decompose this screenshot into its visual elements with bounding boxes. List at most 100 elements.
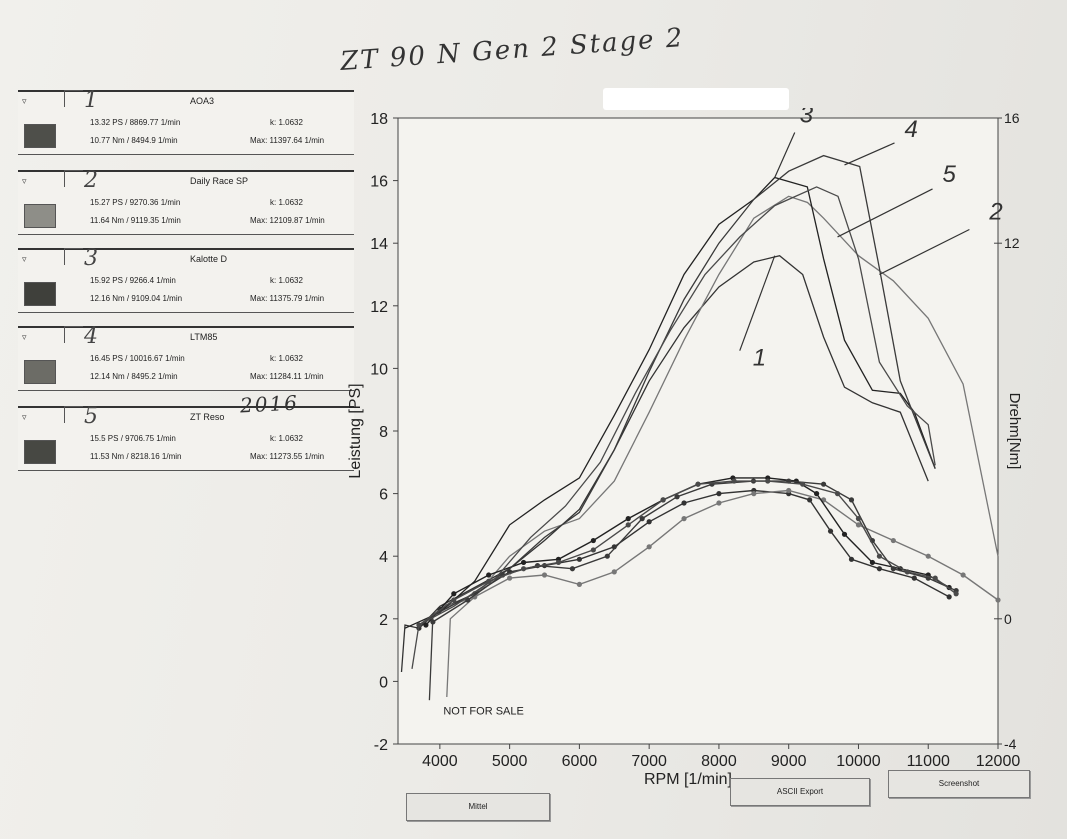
torque-point-series-1 xyxy=(681,500,687,506)
y-tick-label: 4 xyxy=(379,549,388,566)
run-color-swatch[interactable] xyxy=(24,440,56,464)
dyno-chart: 4000 5000 6000 7000 8000 9000 10000 11000 12000-… xyxy=(347,108,1023,788)
expand-triangle-icon[interactable]: ▿ xyxy=(22,254,27,264)
run-number: 3 xyxy=(84,246,98,271)
torque-point-series-2 xyxy=(786,487,792,494)
run-number-box xyxy=(64,326,83,343)
y2-tick-label: 12 xyxy=(1004,235,1020,251)
run-color-swatch[interactable] xyxy=(24,360,56,384)
handwritten-year: 2016 xyxy=(239,390,300,418)
torque-point-series-5 xyxy=(590,547,596,553)
torque-point-series-5 xyxy=(953,591,959,597)
chart-annotation: NOT FOR SALE xyxy=(443,705,523,717)
series-label-leader xyxy=(844,142,895,166)
series-label: 5 xyxy=(943,161,957,188)
y-tick-label: -2 xyxy=(374,737,388,754)
run-name: Kalotte D xyxy=(190,254,228,264)
torque-point-series-2 xyxy=(611,569,617,575)
run-max-power: 13.32 PS / 8869.77 1/min xyxy=(90,118,181,127)
torque-point-series-5 xyxy=(625,522,631,528)
run-panel[interactable]: ▿ 4 LTM85 16.45 PS / 10016.67 1/min 12.14 Nm… xyxy=(18,324,354,391)
x-tick-label: 4000 xyxy=(422,753,458,770)
y2-tick-label: -4 xyxy=(1004,736,1017,752)
x-tick-label: 12000 xyxy=(976,753,1021,770)
run-k-factor: k: 1.0632 xyxy=(270,118,303,127)
x-axis-label: RPM [1/min] xyxy=(644,771,732,788)
run-panel[interactable]: ▿ 2 Daily Race SP 15.27 PS / 9270.36 1/min 1… xyxy=(18,168,354,235)
y-tick-label: 2 xyxy=(379,612,388,629)
torque-point-series-1 xyxy=(946,594,952,600)
run-color-swatch[interactable] xyxy=(24,282,56,306)
power-line-series-3 xyxy=(404,176,936,629)
torque-point-series-3 xyxy=(451,591,457,597)
torque-point-series-2 xyxy=(646,544,652,550)
torque-point-series-2 xyxy=(507,575,513,581)
torque-point-series-4 xyxy=(674,494,680,500)
expand-triangle-icon[interactable]: ▿ xyxy=(22,332,27,342)
run-panel[interactable]: ▿ 3 Kalotte D 15.92 PS / 9266.4 1/min 12.16 … xyxy=(18,246,354,313)
series-label-leader xyxy=(837,188,933,238)
y-tick-label: 12 xyxy=(370,299,388,316)
torque-point-series-2 xyxy=(681,516,687,522)
screenshot-button[interactable]: Screenshot xyxy=(888,770,1030,798)
run-max-torque: 11.53 Nm / 8218.16 1/min xyxy=(90,452,182,461)
torque-point-series-3 xyxy=(423,622,429,628)
series-label: 2 xyxy=(988,199,1002,226)
run-k-factor: k: 1.0632 xyxy=(270,198,303,207)
torque-point-series-3 xyxy=(841,531,848,537)
run-color-swatch[interactable] xyxy=(24,204,56,228)
torque-point-series-5 xyxy=(520,566,527,572)
run-k-factor: k: 1.0632 xyxy=(270,354,303,363)
x-tick-label: 10000 xyxy=(836,753,881,770)
run-color-swatch[interactable] xyxy=(24,124,56,148)
torque-point-series-1 xyxy=(646,519,652,525)
y-tick-label: 6 xyxy=(379,487,388,504)
run-max-rpm: Max: 12109.87 1/min xyxy=(250,216,325,225)
y2-axis-label: Drehm[Nm] xyxy=(1006,393,1023,470)
expand-triangle-icon[interactable]: ▿ xyxy=(22,412,27,422)
x-tick-label: 6000 xyxy=(562,753,598,770)
run-max-torque: 10.77 Nm / 8494.9 1/min xyxy=(90,136,178,145)
run-max-rpm: Max: 11284.11 1/min xyxy=(250,372,324,381)
torque-point-series-4 xyxy=(639,516,645,522)
torque-point-series-5 xyxy=(731,478,737,484)
torque-point-series-5 xyxy=(765,478,771,484)
run-max-power: 15.5 PS / 9706.75 1/min xyxy=(90,434,176,443)
torque-point-series-4 xyxy=(820,481,827,487)
torque-point-series-3 xyxy=(486,572,492,578)
y-tick-label: 10 xyxy=(370,361,388,378)
torque-point-series-5 xyxy=(555,559,562,566)
y-tick-label: 16 xyxy=(370,174,388,191)
y-tick-label: 14 xyxy=(370,236,388,253)
y-tick-label: 0 xyxy=(379,674,388,691)
series-label-leader xyxy=(774,132,796,178)
torque-point-series-2 xyxy=(855,522,862,528)
run-max-rpm: Max: 11397.64 1/min xyxy=(250,136,325,145)
run-number-box xyxy=(64,406,83,423)
y2-tick-label: 16 xyxy=(1004,110,1020,126)
mittel-button[interactable]: Mittel xyxy=(406,793,550,821)
run-name: LTM85 xyxy=(190,332,218,342)
run-panel[interactable]: ▿ 5 ZT Reso 15.5 PS / 9706.75 1/min 11.53 Nm… xyxy=(18,404,354,471)
plot-area xyxy=(397,117,999,745)
torque-point-series-5 xyxy=(855,516,862,522)
y-axis-label: Leistung [PS] xyxy=(347,383,364,478)
torque-point-series-4 xyxy=(569,566,576,572)
torque-point-series-5 xyxy=(834,491,841,497)
y-tick-label: 8 xyxy=(379,424,388,441)
run-number-box xyxy=(64,248,83,265)
x-tick-label: 8000 xyxy=(701,753,737,770)
series-label: 3 xyxy=(800,108,814,128)
ascii-export-button[interactable]: ASCII Export xyxy=(730,778,870,806)
run-max-torque: 12.16 Nm / 9109.04 1/min xyxy=(90,294,183,303)
torque-point-series-2 xyxy=(925,553,931,559)
run-max-torque: 12.14 Nm / 8495.2 1/min xyxy=(90,372,178,381)
run-panel[interactable]: ▿ 1 AOA3 13.32 PS / 8869.77 1/min 10.77 Nm /… xyxy=(18,88,354,155)
run-number: 2 xyxy=(84,168,98,193)
run-number: 4 xyxy=(84,324,98,349)
expand-triangle-icon[interactable]: ▿ xyxy=(22,96,27,106)
run-number-box xyxy=(64,90,83,107)
expand-triangle-icon[interactable]: ▿ xyxy=(22,176,27,186)
run-k-factor: k: 1.0632 xyxy=(270,276,303,285)
run-max-power: 16.45 PS / 10016.67 1/min xyxy=(90,354,185,363)
